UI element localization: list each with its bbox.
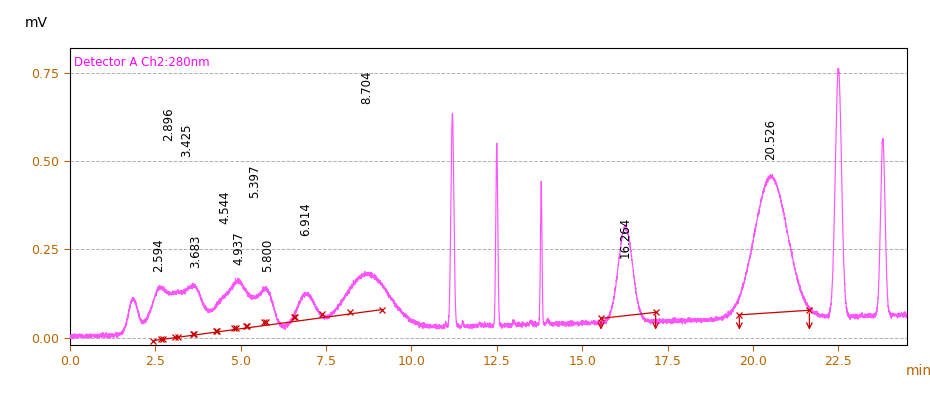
Text: 16.264: 16.264 xyxy=(618,217,631,257)
Text: 20.526: 20.526 xyxy=(764,119,777,160)
Text: 2.896: 2.896 xyxy=(162,107,175,141)
Text: 4.937: 4.937 xyxy=(232,231,245,265)
X-axis label: min: min xyxy=(906,364,930,378)
Text: 5.397: 5.397 xyxy=(247,164,260,198)
Text: 3.425: 3.425 xyxy=(180,124,193,157)
Text: 6.914: 6.914 xyxy=(299,203,312,237)
Text: 4.544: 4.544 xyxy=(219,190,232,224)
Text: 2.594: 2.594 xyxy=(152,238,165,272)
Y-axis label: mV: mV xyxy=(25,16,47,30)
Text: 8.704: 8.704 xyxy=(361,71,374,104)
Text: 5.800: 5.800 xyxy=(261,239,274,272)
Text: 3.683: 3.683 xyxy=(189,235,202,268)
Text: Detector A Ch2:280nm: Detector A Ch2:280nm xyxy=(73,56,209,69)
